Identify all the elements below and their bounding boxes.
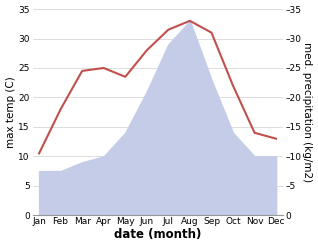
Y-axis label: max temp (C): max temp (C) <box>5 76 16 148</box>
Y-axis label: med. precipitation (kg/m2): med. precipitation (kg/m2) <box>302 42 313 182</box>
X-axis label: date (month): date (month) <box>114 228 201 242</box>
